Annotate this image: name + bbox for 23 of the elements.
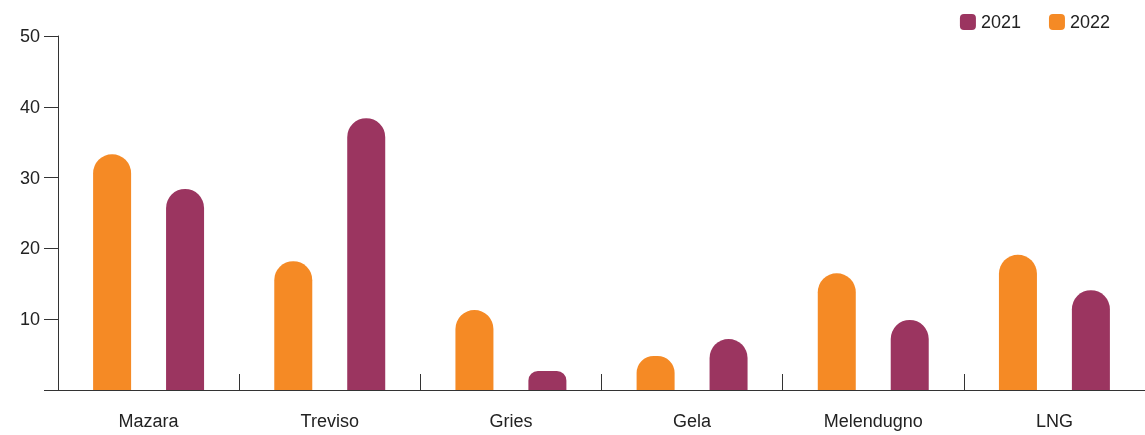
legend-label: 2022	[1069, 12, 1110, 32]
y-tick-label: 30	[19, 167, 40, 188]
legend-label: 2021	[980, 12, 1021, 32]
x-tick-label: Mazara	[118, 411, 180, 431]
bar	[347, 118, 386, 390]
y-tick-label: 40	[19, 96, 40, 117]
bar	[455, 310, 494, 390]
bar	[1071, 290, 1110, 390]
x-tick-label: Gela	[673, 411, 713, 431]
x-tick-label: Gries	[489, 411, 533, 431]
bar	[998, 254, 1037, 390]
y-tick-label: 20	[19, 238, 40, 259]
y-tick-label: 10	[19, 309, 40, 330]
x-tick-label: Treviso	[300, 411, 359, 431]
y-tick-label: 50	[19, 26, 40, 46]
bar	[528, 370, 567, 390]
bar	[817, 273, 856, 390]
bar	[93, 154, 132, 390]
x-tick-label: LNG	[1035, 411, 1073, 431]
x-tick-label: Melendugno	[823, 411, 923, 431]
bar	[274, 261, 313, 390]
bar	[166, 188, 205, 390]
bar	[890, 319, 929, 390]
